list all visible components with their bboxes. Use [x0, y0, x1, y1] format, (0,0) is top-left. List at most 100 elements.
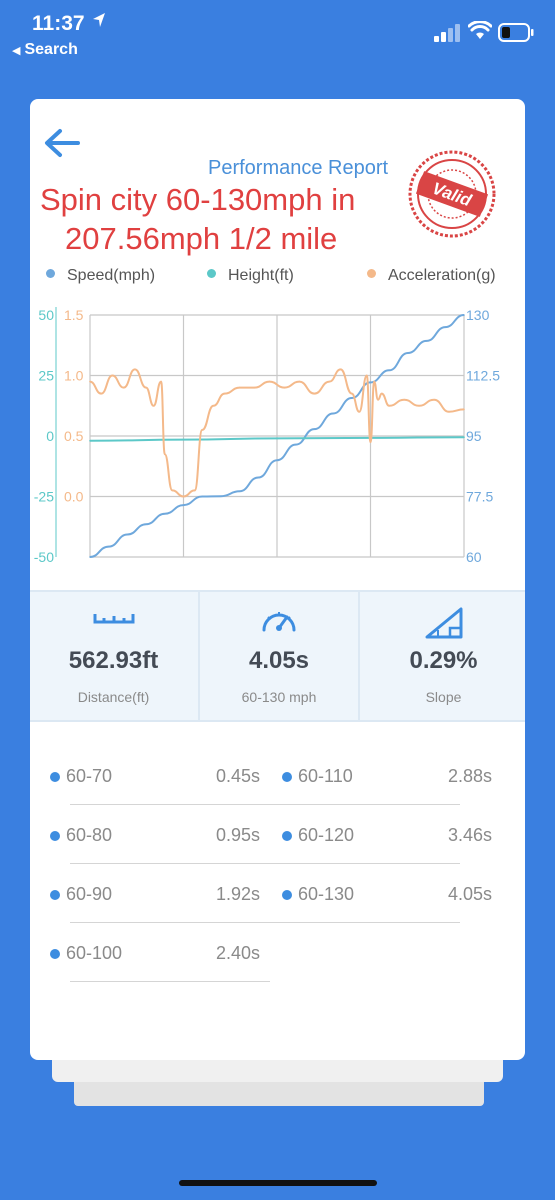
- series-point-acceleration-g: [152, 405, 155, 407]
- split-divider: [260, 863, 460, 864]
- left-inner-tick-label: 1.0: [64, 368, 84, 384]
- stats-panel: 562.93ft Distance(ft) 4.05s 60-130 mph 0…: [30, 590, 525, 722]
- series-point-acceleration-g: [313, 392, 316, 395]
- legend-speed[interactable]: Speed(mph): [46, 267, 155, 285]
- series-point-acceleration-g: [193, 489, 196, 492]
- series-point-acceleration-g: [89, 380, 91, 383]
- left-outer-tick-label: 25: [38, 368, 54, 384]
- series-point-height-ft: [182, 438, 185, 441]
- slope-value: 0.29%: [409, 647, 478, 674]
- series-point-speed-mph: [257, 476, 260, 479]
- split-divider: [70, 922, 270, 923]
- speedometer-icon: [262, 612, 296, 632]
- series-point-acceleration-g: [366, 374, 368, 377]
- series-point-speed-mph: [463, 314, 465, 316]
- headline-line-2: 207.56mph 1/2 mile: [65, 221, 338, 256]
- right-tick-label: 130: [466, 307, 490, 323]
- series-point-acceleration-g: [100, 392, 102, 395]
- series-point-speed-mph: [145, 523, 147, 525]
- split-label: 60-130: [298, 884, 355, 904]
- cellular-signal-icon: [434, 24, 460, 42]
- series-point-acceleration-g: [182, 495, 185, 498]
- legend-speed-swatch: [46, 269, 55, 279]
- series-point-acceleration-g: [122, 386, 125, 389]
- series-point-speed-mph: [220, 495, 222, 497]
- stat-slope: 0.29% Slope: [362, 592, 525, 722]
- back-triangle-icon: ◀: [12, 45, 21, 57]
- time-label: 60-130 mph: [241, 689, 317, 705]
- home-indicator: [179, 1180, 377, 1186]
- legend-height[interactable]: Height(ft): [207, 267, 294, 285]
- series-point-acceleration-g: [238, 386, 241, 389]
- time-value: 4.05s: [248, 647, 310, 674]
- legend-height-label: Height(ft): [228, 267, 294, 284]
- wifi-icon: [468, 21, 492, 39]
- split-divider: [260, 804, 460, 805]
- back-to-search-label: Search: [24, 41, 78, 58]
- split-divider: [70, 981, 270, 982]
- split-item: 60-80 0.95s: [30, 813, 270, 865]
- series-point-acceleration-g: [268, 380, 271, 383]
- series-point-speed-mph: [276, 459, 278, 461]
- series-point-acceleration-g: [164, 453, 166, 455]
- series-point-acceleration-g: [212, 405, 215, 407]
- split-value: 3.46s: [447, 825, 492, 845]
- right-tick-label: 60: [466, 549, 482, 565]
- series-point-height-ft: [89, 440, 91, 442]
- series-point-acceleration-g: [171, 489, 174, 492]
- series-point-acceleration-g: [145, 386, 147, 389]
- series-point-speed-mph: [164, 513, 166, 515]
- left-outer-tick-label: -50: [34, 549, 54, 565]
- split-item: 60-110 2.88s: [260, 754, 492, 806]
- distance-value: 562.93ft: [68, 647, 159, 674]
- battery-icon: [498, 23, 534, 42]
- back-to-search-link[interactable]: ◀ Search: [12, 41, 78, 59]
- legend-acceleration-swatch: [367, 269, 376, 279]
- back-arrow-icon[interactable]: [42, 127, 82, 159]
- split-bullet-icon: [50, 772, 60, 782]
- split-label: 60-110: [298, 766, 353, 786]
- legend-acceleration[interactable]: Acceleration(g): [367, 267, 496, 285]
- series-point-acceleration-g: [463, 408, 465, 411]
- split-label: 60-90: [66, 884, 113, 904]
- split-item: 60-120 3.46s: [260, 813, 492, 865]
- series-point-speed-mph: [313, 428, 316, 430]
- series-point-acceleration-g: [351, 392, 353, 395]
- stat-time: 4.05s 60-130 mph: [198, 592, 360, 722]
- series-point-speed-mph: [407, 352, 409, 354]
- location-arrow-icon: [93, 13, 105, 27]
- right-tick-label: 77.5: [466, 489, 493, 505]
- slope-icon: [425, 607, 462, 639]
- series-point-speed-mph: [444, 326, 447, 328]
- split-times-list: 60-70 0.45s 60-80 0.95s 60-90 1.92s 60-1…: [30, 754, 525, 994]
- valid-stamp-icon: Valid: [408, 150, 496, 238]
- series-point-acceleration-g: [448, 411, 450, 413]
- legend-speed-label: Speed(mph): [67, 267, 156, 284]
- split-value: 0.95s: [215, 825, 260, 845]
- slope-label: Slope: [425, 689, 462, 705]
- series-point-acceleration-g: [388, 405, 391, 407]
- left-inner-tick-label: 0.5: [64, 428, 84, 444]
- series-point-speed-mph: [351, 397, 353, 399]
- left-outer-tick-label: 50: [38, 307, 54, 323]
- left-outer-tick-label: -25: [34, 489, 54, 505]
- series-point-acceleration-g: [283, 386, 286, 389]
- series-point-acceleration-g: [418, 405, 420, 407]
- series-point-acceleration-g: [403, 398, 406, 401]
- split-bullet-icon: [282, 831, 292, 841]
- series-point-acceleration-g: [160, 380, 162, 383]
- series-point-acceleration-g: [377, 398, 379, 401]
- series-point-acceleration-g: [328, 380, 331, 383]
- series-point-acceleration-g: [339, 368, 342, 371]
- split-item: 60-100 2.40s: [30, 931, 270, 983]
- series-point-speed-mph: [388, 369, 391, 372]
- split-item: 60-70 0.45s: [30, 754, 270, 806]
- legend-height-swatch: [207, 269, 216, 279]
- series-point-speed-mph: [332, 412, 334, 415]
- right-tick-label: 95: [466, 428, 482, 444]
- split-label: 60-80: [66, 825, 113, 845]
- series-point-speed-mph: [425, 340, 428, 342]
- series-point-acceleration-g: [358, 411, 361, 413]
- split-label: 60-120: [298, 825, 355, 845]
- split-label: 60-70: [66, 766, 113, 786]
